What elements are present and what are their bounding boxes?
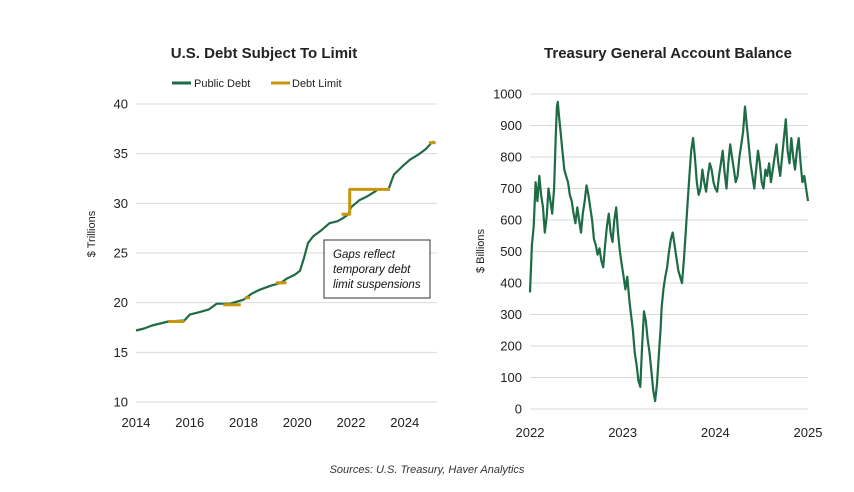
x-tick-label: 2022 bbox=[516, 425, 545, 440]
y-tick-label: 600 bbox=[500, 213, 522, 228]
x-tick-label: 2024 bbox=[390, 415, 419, 430]
y-axis: 0 100 200 300 400 500 600 700 800 900 1000 bbox=[493, 87, 522, 417]
y-tick-label: 35 bbox=[114, 146, 128, 161]
chart-treasury-general-account: Treasury General Account Balance 0 100 200… bbox=[475, 45, 822, 440]
grid bbox=[530, 93, 808, 410]
grid bbox=[136, 103, 437, 403]
series-line-tga-balance bbox=[528, 100, 810, 403]
y-tick-label: 20 bbox=[114, 295, 128, 310]
x-axis: 2022 2023 2024 2025 bbox=[516, 425, 823, 440]
y-tick-label: 10 bbox=[114, 395, 128, 410]
y-axis-label: $ Trillions bbox=[86, 210, 98, 257]
x-tick-label: 2022 bbox=[337, 415, 366, 430]
x-tick-label: 2020 bbox=[283, 415, 312, 430]
series-line-debt-limit bbox=[341, 187, 390, 216]
y-tick-label: 40 bbox=[114, 97, 128, 112]
y-axis: 10 15 20 25 30 35 40 bbox=[114, 97, 128, 410]
y-tick-label: 400 bbox=[500, 276, 522, 291]
x-axis: 2014 2016 2018 2020 2022 2024 bbox=[122, 415, 420, 430]
legend: Public Debt Debt Limit bbox=[172, 78, 342, 90]
plot-area bbox=[135, 140, 436, 332]
y-axis-label: $ Billions bbox=[475, 228, 487, 273]
x-tick-label: 2018 bbox=[229, 415, 258, 430]
y-tick-label: 0 bbox=[515, 402, 522, 417]
chart-title: U.S. Debt Subject To Limit bbox=[171, 45, 357, 62]
y-tick-label: 30 bbox=[114, 196, 128, 211]
source-note: Sources: U.S. Treasury, Haver Analytics bbox=[329, 464, 525, 476]
plot-area bbox=[528, 100, 810, 403]
y-tick-label: 700 bbox=[500, 181, 522, 196]
annotation-box bbox=[323, 239, 431, 299]
y-tick-label: 800 bbox=[500, 150, 522, 165]
x-tick-label: 2025 bbox=[794, 425, 823, 440]
x-tick-label: 2023 bbox=[608, 425, 637, 440]
x-tick-label: 2014 bbox=[122, 415, 151, 430]
y-tick-label: 25 bbox=[114, 246, 128, 261]
chart-title: Treasury General Account Balance bbox=[544, 45, 792, 62]
legend-label-debt-limit: Debt Limit bbox=[292, 78, 342, 90]
x-tick-label: 2016 bbox=[175, 415, 204, 430]
annotation: Gaps reflect temporary debt limit suspen… bbox=[323, 239, 431, 299]
y-tick-label: 300 bbox=[500, 307, 522, 322]
series-line-public-debt bbox=[135, 140, 435, 332]
annotation-line-3: limit suspensions bbox=[333, 279, 421, 291]
chart-debt-subject-to-limit: U.S. Debt Subject To Limit Public Debt D… bbox=[86, 45, 437, 430]
x-tick-label: 2024 bbox=[701, 425, 730, 440]
y-tick-label: 900 bbox=[500, 118, 522, 133]
y-tick-label: 15 bbox=[114, 345, 128, 360]
y-tick-label: 100 bbox=[500, 370, 522, 385]
y-tick-label: 200 bbox=[500, 339, 522, 354]
annotation-line-1: Gaps reflect bbox=[333, 249, 396, 261]
legend-label-public-debt: Public Debt bbox=[194, 78, 250, 90]
y-tick-label: 500 bbox=[500, 244, 522, 259]
y-tick-label: 1000 bbox=[493, 87, 522, 102]
annotation-line-2: temporary debt bbox=[333, 264, 411, 276]
